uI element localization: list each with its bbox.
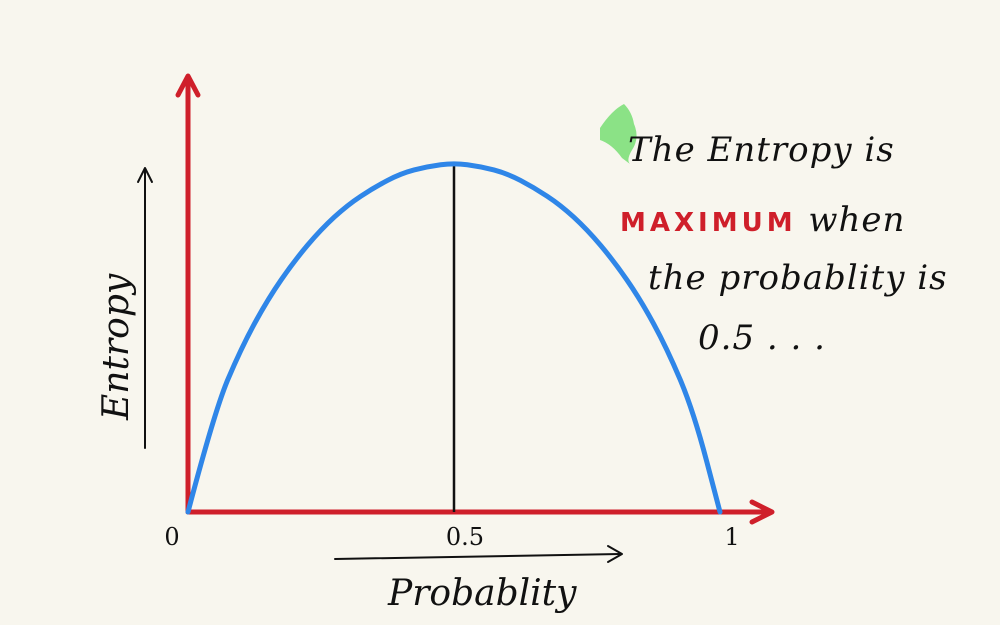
label-arrows — [138, 168, 622, 562]
note-line-4: 0.5 . . . — [698, 318, 826, 358]
x-label-arrow — [335, 554, 620, 559]
note-line-2: MAXIMUM when — [620, 200, 905, 240]
x-tick-label: 0 — [164, 523, 179, 551]
note-line-1: The Entropy is — [628, 130, 895, 170]
x-tick-labels: 0 0.5 1 — [164, 523, 739, 551]
note-line-3: the probablity is — [648, 258, 948, 298]
y-axis-label: Entropy — [96, 273, 137, 421]
note-emphasis: MAXIMUM — [620, 208, 797, 238]
x-tick-label: 0.5 — [446, 523, 484, 551]
x-tick-label: 1 — [724, 523, 739, 551]
note-line-2-rest: when — [808, 200, 905, 240]
x-axis-label: Probablity — [387, 573, 577, 614]
